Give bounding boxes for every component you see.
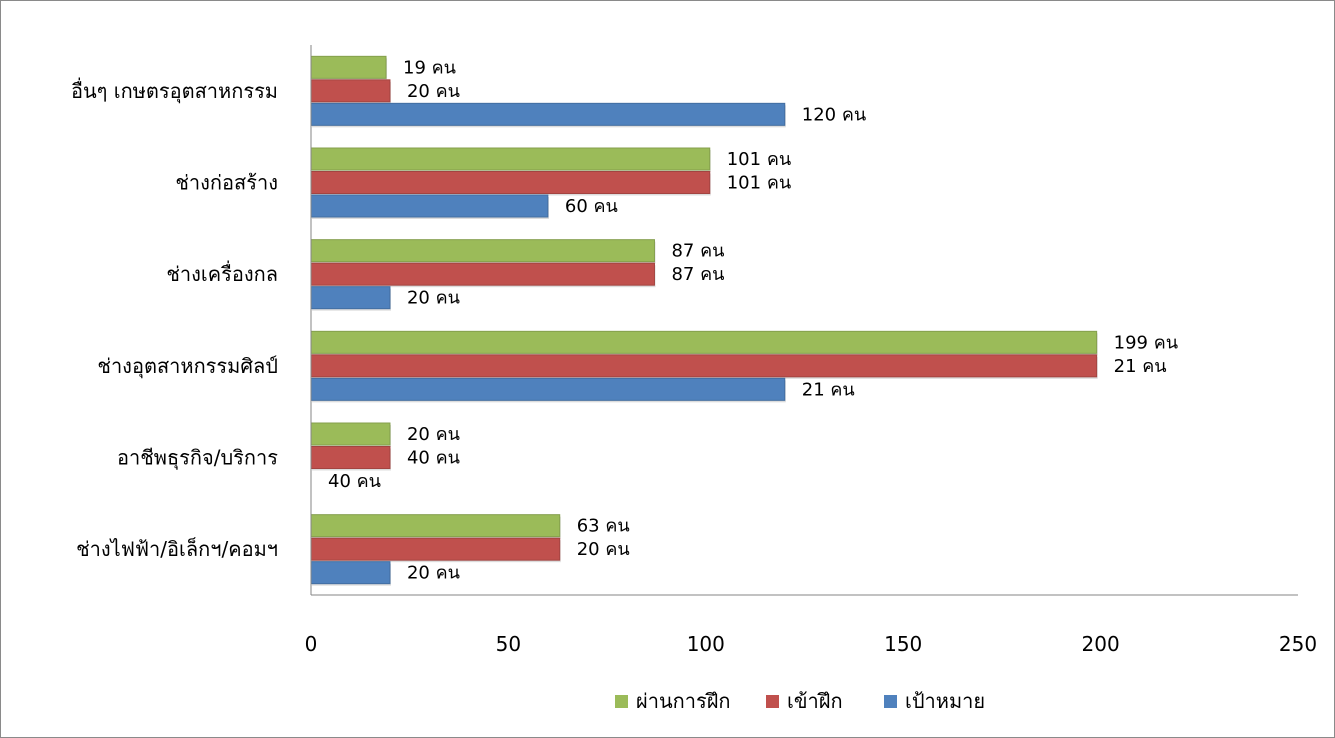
legend-label: ผ่านการฝึก <box>636 689 731 713</box>
data-label: 199 คน <box>1114 332 1178 353</box>
data-label: 20 คน <box>407 424 460 445</box>
bar-passed <box>310 147 711 171</box>
bars-layer <box>310 55 1098 586</box>
data-label: 120 คน <box>802 104 866 125</box>
data-label: 20 คน <box>577 539 630 560</box>
data-label: 60 คน <box>565 196 618 217</box>
bar-passed <box>310 55 387 79</box>
bar-target <box>310 102 786 126</box>
data-label: 63 คน <box>577 516 630 537</box>
legend-label: เป้าหมาย <box>905 689 985 713</box>
category-label: ช่างอุตสาหกรรมศิลป์ <box>97 354 278 379</box>
legend: ผ่านการฝึก เข้าฝึก เป้าหมาย <box>615 689 985 713</box>
bar-target <box>310 194 549 218</box>
bar-target <box>310 286 391 310</box>
data-label: 87 คน <box>671 264 724 285</box>
legend-swatch <box>884 695 897 708</box>
legend-swatch <box>615 695 628 708</box>
category-label: อื่นๆ เกษตรอุตสาหกรรม <box>71 77 278 104</box>
data-label: 19 คน <box>403 57 456 78</box>
data-label: 21 คน <box>802 379 855 400</box>
x-tick-label: 100 <box>687 632 725 656</box>
bar-enrolled <box>310 79 391 103</box>
bar-passed <box>310 514 561 538</box>
data-label: 87 คน <box>671 241 724 262</box>
bar-passed <box>310 330 1098 354</box>
data-label: 20 คน <box>407 288 460 309</box>
legend-label: เข้าฝึก <box>787 689 843 713</box>
axis-layer: 0 50 100 150 200 250 <box>305 45 1317 656</box>
data-label: 21 คน <box>1114 356 1167 377</box>
legend-swatch <box>766 695 779 708</box>
data-label: 101 คน <box>727 173 791 194</box>
bar-passed <box>310 422 391 446</box>
x-tick-label: 50 <box>496 632 521 656</box>
data-label: 101 คน <box>727 149 791 170</box>
x-tick-label: 150 <box>884 632 922 656</box>
x-tick-label: 200 <box>1082 632 1120 656</box>
bar-enrolled <box>310 354 1098 378</box>
x-tick-label: 250 <box>1279 632 1317 656</box>
data-label: 20 คน <box>407 81 460 102</box>
bar-passed <box>310 239 655 263</box>
category-label: ช่างก่อสร้าง <box>175 171 278 195</box>
category-label: ช่างเครื่องกล <box>166 260 278 286</box>
category-label: ช่างไฟฟ้า/อิเล็กฯ/คอมฯ <box>76 536 278 561</box>
data-label: 40 คน <box>328 471 381 492</box>
bar-enrolled <box>310 262 655 286</box>
bar-enrolled <box>310 446 391 469</box>
data-label: 20 คน <box>407 563 460 584</box>
bar-target <box>310 377 786 401</box>
bar-enrolled <box>310 171 711 194</box>
labels-layer: อื่นๆ เกษตรอุตสาหกรรม 19 คน 20 คน 120 คนช่า… <box>71 57 1178 583</box>
data-label: 40 คน <box>407 448 460 469</box>
category-label: อาชีพธุรกิจ/บริการ <box>117 446 278 471</box>
bar-target <box>310 561 391 585</box>
bar-enrolled <box>310 537 561 561</box>
x-tick-label: 0 <box>305 632 318 656</box>
